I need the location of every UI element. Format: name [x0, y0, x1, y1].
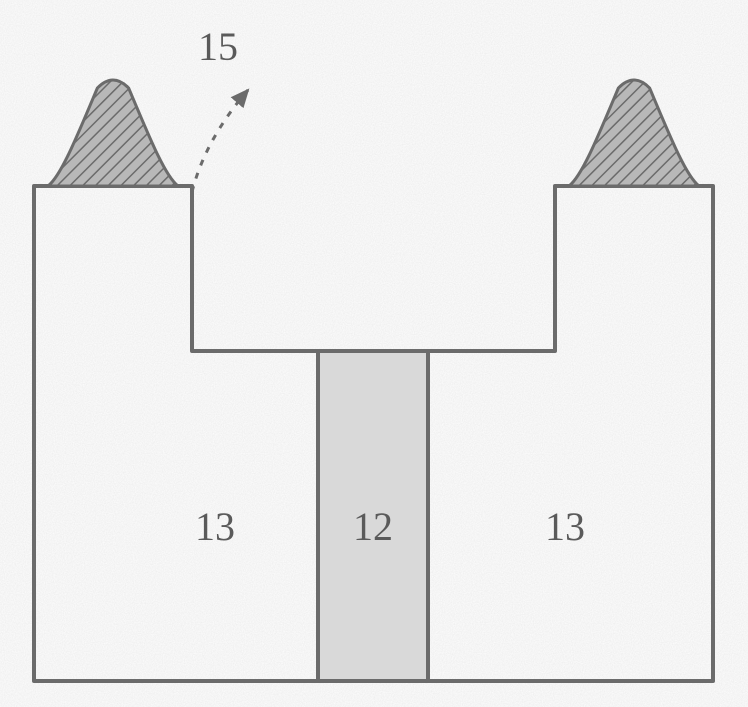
label-13-right: 13: [545, 504, 585, 549]
technical-diagram: 15 12 13 13: [0, 0, 748, 707]
label-15: 15: [198, 24, 238, 69]
label-13-left: 13: [195, 504, 235, 549]
label-12: 12: [353, 504, 393, 549]
